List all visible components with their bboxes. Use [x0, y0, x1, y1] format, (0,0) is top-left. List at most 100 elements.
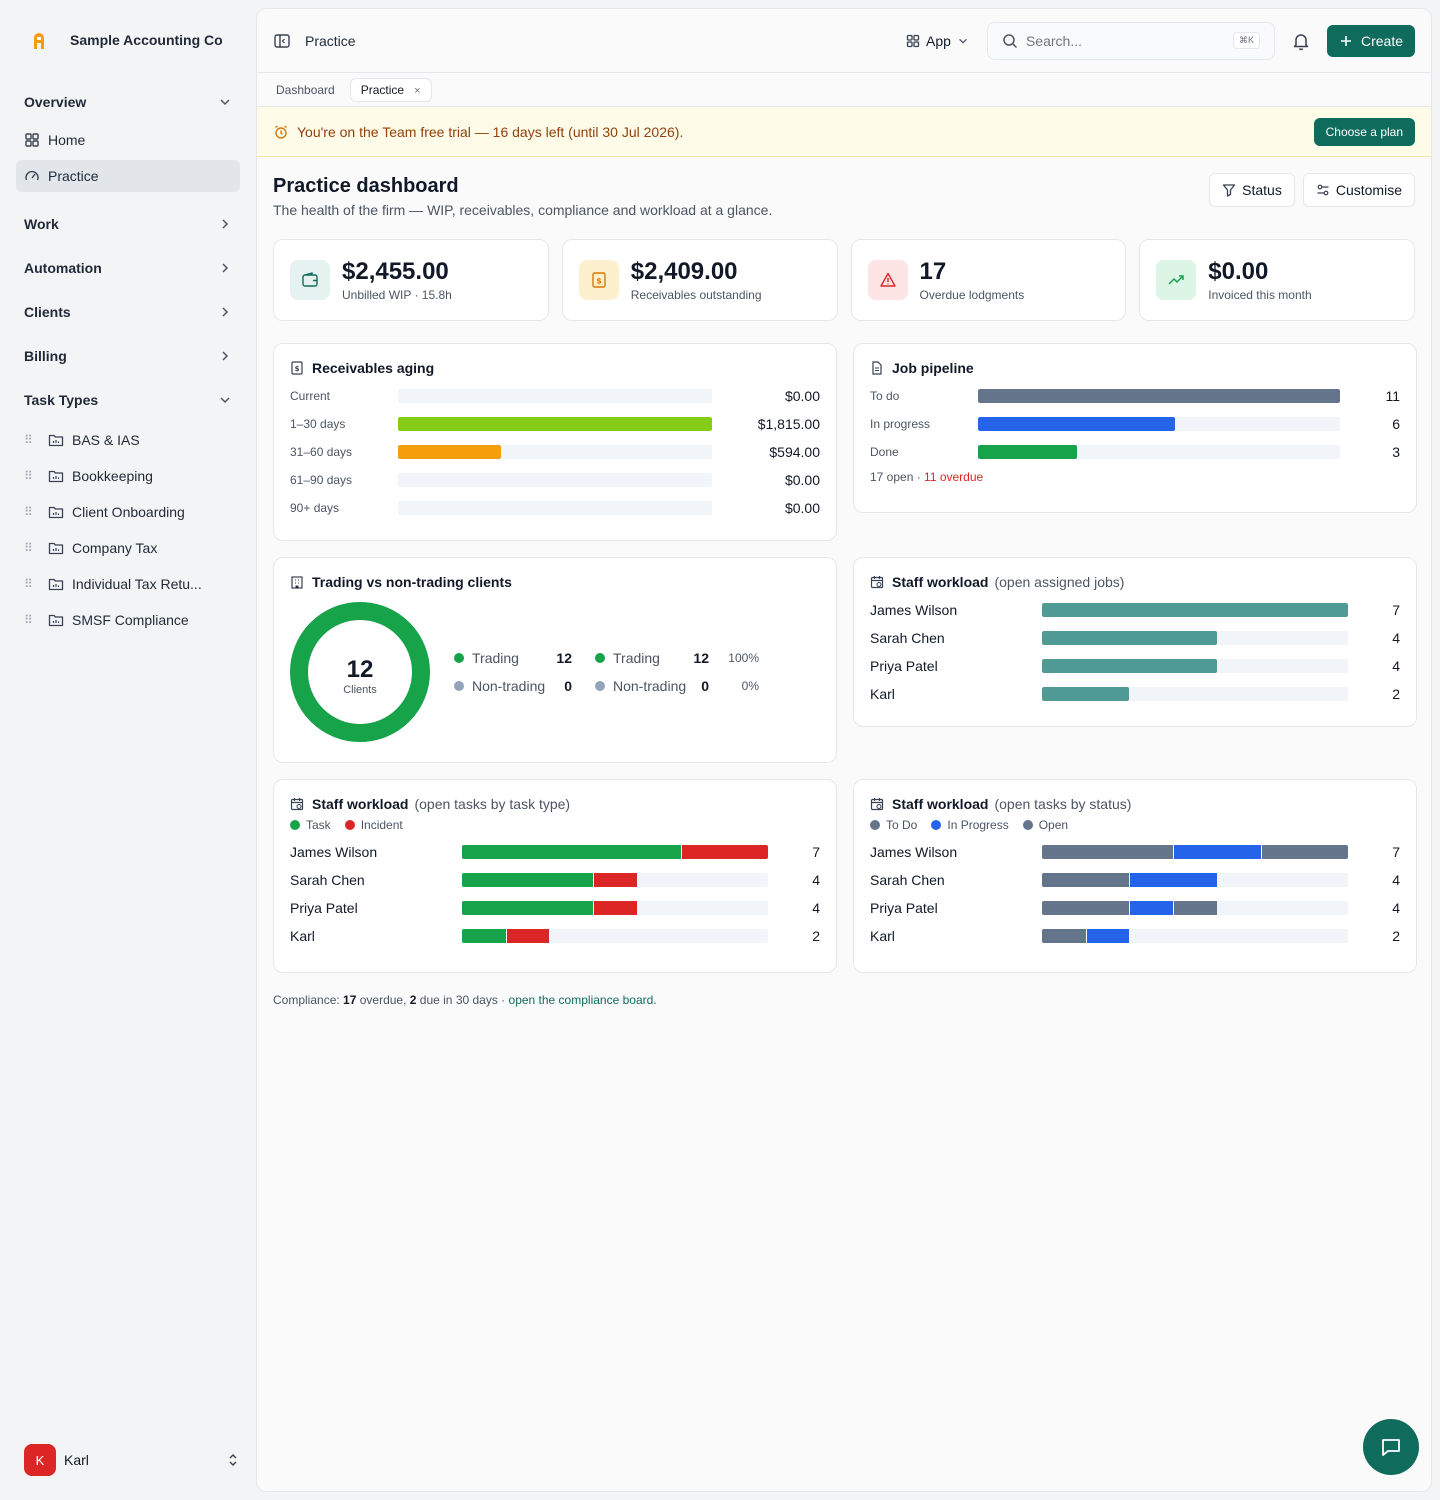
drag-handle-icon[interactable]: ⠿ — [24, 613, 33, 627]
workload-segment — [1042, 901, 1130, 915]
legend-percent: 100% — [728, 651, 759, 665]
page-subtitle: The health of the firm — WIP, receivable… — [273, 202, 773, 218]
workload-bar — [1042, 603, 1348, 617]
workload-segment — [1042, 845, 1174, 859]
kpi-card-invoiced[interactable]: $0.00 Invoiced this month — [1139, 239, 1415, 321]
task-type-list: ⠿ BAS & IAS ⠿ Bookkeeping ⠿ Client Onboarding… — [0, 422, 256, 638]
drag-handle-icon[interactable]: ⠿ — [24, 505, 33, 519]
legend-dot — [870, 820, 880, 830]
aging-amount: $0.00 — [784, 472, 820, 488]
drag-handle-icon[interactable]: ⠿ — [24, 469, 33, 483]
nav-group-automation[interactable]: Automation — [16, 246, 240, 290]
pipeline-row[interactable]: Done 3 — [870, 438, 1400, 466]
aging-amount: $0.00 — [784, 500, 820, 516]
workload-row[interactable]: Karl 2 — [290, 922, 820, 950]
sidebar-task-type-item[interactable]: ⠿ SMSF Compliance — [16, 602, 240, 638]
legend-dot — [595, 653, 605, 663]
kpi-card-overdue-lodgments[interactable]: 17 Overdue lodgments — [850, 239, 1127, 321]
drag-handle-icon[interactable]: ⠿ — [24, 577, 33, 591]
chevron-right-icon — [222, 263, 229, 273]
drag-handle-icon[interactable]: ⠿ — [24, 433, 33, 447]
user-name: Karl — [64, 1452, 89, 1468]
search-input[interactable] — [1025, 32, 1233, 49]
kpi-card-unbilled-wip[interactable]: $2,455.00 Unbilled WIP · 15.8h — [273, 239, 549, 321]
legend-dot — [595, 681, 605, 691]
customise-button[interactable]: Customise — [1302, 173, 1415, 207]
workload-segment — [462, 929, 506, 943]
workload-bar — [1042, 687, 1130, 701]
workload-count: 7 — [812, 844, 820, 860]
user-menu[interactable]: K Karl — [24, 1444, 240, 1476]
workload-row[interactable]: Priya Patel 4 — [870, 894, 1400, 922]
staff-name: James Wilson — [870, 602, 958, 618]
pipeline-row[interactable]: To do 11 — [870, 382, 1400, 410]
workload-count: 4 — [1392, 872, 1400, 888]
toggle-sidebar-icon[interactable] — [273, 32, 291, 50]
pipeline-row[interactable]: In progress 6 — [870, 410, 1400, 438]
workload-row[interactable]: Priya Patel 4 — [290, 894, 820, 922]
legend-dot — [931, 820, 942, 830]
aging-track — [398, 445, 712, 459]
staff-name: Karl — [870, 686, 895, 702]
sidebar-task-type-item[interactable]: ⠿ Bookkeeping — [16, 458, 240, 494]
kpi-card-receivables[interactable]: $ $2,409.00 Receivables outstanding — [561, 239, 838, 321]
card-title: Job pipeline — [892, 360, 974, 376]
sidebar-item-practice[interactable]: Practice — [16, 160, 240, 192]
nav-group-clients[interactable]: Clients — [16, 290, 240, 334]
create-button[interactable]: Create — [1326, 24, 1415, 57]
receipt-icon: $ — [291, 361, 303, 375]
tab-practice[interactable]: Practice × — [349, 77, 432, 102]
workload-row[interactable]: Karl 2 — [870, 680, 1400, 708]
filter-icon — [1223, 184, 1236, 197]
bell-icon[interactable] — [1291, 31, 1311, 51]
chat-button[interactable] — [1363, 1419, 1419, 1475]
sidebar-item-home[interactable]: Home — [16, 124, 240, 156]
nav-group-task-types[interactable]: Task Types — [16, 378, 240, 422]
legend-label: To Do — [886, 818, 918, 832]
workload-row[interactable]: Karl 2 — [870, 922, 1400, 950]
footer-overdue-count: 17 — [343, 993, 357, 1007]
sidebar-task-type-item[interactable]: ⠿ Individual Tax Retu... — [16, 566, 240, 602]
tab-dashboard[interactable]: Dashboard — [269, 79, 342, 101]
sidebar-task-type-item[interactable]: ⠿ BAS & IAS — [16, 422, 240, 458]
workload-row[interactable]: Sarah Chen 4 — [870, 866, 1400, 894]
workload-track — [1042, 687, 1348, 701]
kpi-label: Unbilled WIP · 15.8h — [342, 288, 452, 302]
staff-name: James Wilson — [290, 844, 378, 860]
drag-handle-icon[interactable]: ⠿ — [24, 541, 33, 555]
nav-group-overview[interactable]: Overview — [16, 80, 240, 124]
workload-count: 4 — [812, 900, 820, 916]
workload-row[interactable]: James Wilson 7 — [290, 838, 820, 866]
legend-dot — [344, 820, 355, 830]
workload-row[interactable]: Priya Patel 4 — [870, 652, 1400, 680]
sidebar-task-type-item[interactable]: ⠿ Company Tax — [16, 530, 240, 566]
search-box[interactable]: ⌘K — [986, 21, 1275, 60]
pipeline-overdue[interactable]: 11 overdue — [924, 470, 984, 484]
sliders-icon — [1317, 184, 1329, 196]
staff-name: Sarah Chen — [290, 872, 365, 888]
close-tab-icon[interactable]: × — [414, 84, 421, 97]
workload-row[interactable]: Sarah Chen 4 — [870, 624, 1400, 652]
compliance-board-link[interactable]: open the compliance board. — [508, 993, 657, 1007]
app-switcher-button[interactable]: App — [906, 33, 969, 49]
workload-count: 2 — [1392, 928, 1400, 944]
org-switcher[interactable]: Sample Accounting Co — [0, 0, 256, 80]
workload-row[interactable]: James Wilson 7 — [870, 838, 1400, 866]
receivables-aging-card: $ Receivables aging Current $0.00 1–30 days… — [273, 343, 837, 541]
sidebar-task-type-item[interactable]: ⠿ Client Onboarding — [16, 494, 240, 530]
nav-group-work[interactable]: Work — [16, 202, 240, 246]
nav-group-billing[interactable]: Billing — [16, 334, 240, 378]
workload-segment — [1173, 901, 1217, 915]
workload-row[interactable]: James Wilson 7 — [870, 596, 1400, 624]
workload-jobs-rows: James Wilson 7 Sarah Chen 4 Priya Patel 4 Karl… — [870, 596, 1400, 708]
status-filter-button[interactable]: Status — [1209, 173, 1295, 207]
workload-segment — [462, 845, 681, 859]
workload-segment — [593, 901, 637, 915]
footer-overdue-text: overdue, — [356, 993, 410, 1007]
pipeline-summary: 17 open · 11 overdue — [870, 470, 1400, 484]
workload-row[interactable]: Sarah Chen 4 — [290, 866, 820, 894]
choose-plan-button[interactable]: Choose a plan — [1313, 117, 1415, 146]
workload-segment — [1085, 929, 1130, 943]
workload-segment — [462, 901, 594, 915]
footer-due-count: 2 — [409, 993, 417, 1007]
